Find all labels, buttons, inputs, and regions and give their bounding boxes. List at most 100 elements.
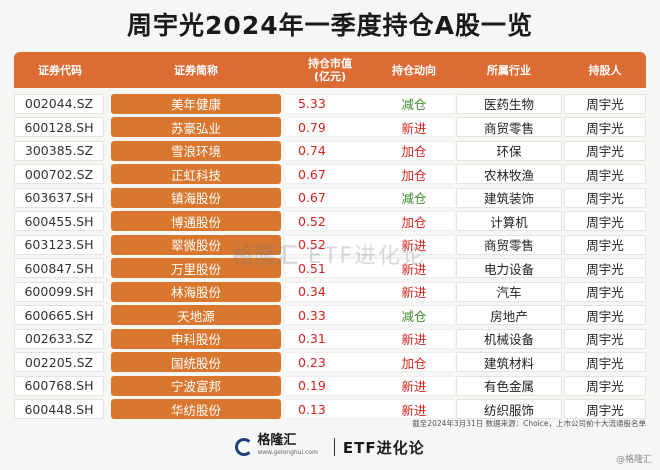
cell-direction: 减仓 [374, 187, 454, 208]
cell-name: 翠微股份 [111, 234, 281, 255]
table-row: 600665.SH 天地源 0.33 减仓 房地产 周宇光 [14, 304, 646, 327]
cell-direction: 加仓 [374, 164, 454, 184]
cell-industry: 医药生物 [456, 93, 562, 114]
cell-code: 002633.SZ [14, 328, 104, 349]
source-note: 截至2024年3月31日 数据来源：Choice，上市公司前十大流通股名单 [412, 419, 646, 428]
header-industry: 所属行业 [487, 63, 531, 77]
footer-brand: ETF进化论 [342, 438, 425, 457]
cell-value: 5.33 [286, 93, 374, 114]
cell-industry: 商贸零售 [456, 234, 562, 255]
header-direction: 持仓动向 [392, 63, 436, 77]
cell-direction: 新进 [374, 375, 454, 396]
table-row: 002205.SZ 国统股份 0.23 加仓 建筑材料 周宇光 [14, 351, 646, 374]
footer-logo-cn: 格隆汇 [257, 433, 297, 448]
header-holder: 持股人 [588, 63, 622, 77]
cell-value: 0.51 [286, 258, 374, 278]
cell-industry: 商贸零售 [456, 117, 562, 137]
cell-code: 600768.SH [14, 375, 104, 396]
table-row: 600455.SH 博通股份 0.52 加仓 计算机 周宇光 [14, 210, 646, 233]
cell-direction: 加仓 [374, 140, 454, 161]
header-value-line2: (亿元) [313, 70, 347, 83]
cell-code: 603123.SH [14, 234, 104, 255]
cell-value: 0.67 [286, 164, 374, 184]
table-row: 300385.SZ 雪浪环境 0.74 加仓 环保 周宇光 [14, 139, 646, 162]
cell-direction: 减仓 [374, 93, 454, 114]
table-header: 证券代码 证券简称 持仓市值 (亿元) 持仓动向 所属行业 持股人 [14, 52, 646, 88]
cell-name: 苏豪弘业 [111, 117, 281, 137]
cell-name: 博通股份 [111, 211, 281, 231]
cell-direction: 新进 [374, 258, 454, 278]
footer: 格隆汇 www.gelonghui.com ETF进化论 [0, 432, 660, 462]
cell-direction: 加仓 [374, 352, 454, 372]
cell-name: 万里股份 [111, 258, 281, 278]
cell-code: 002205.SZ [14, 352, 104, 372]
cell-holder: 周宇光 [564, 164, 646, 184]
cell-industry: 建筑装饰 [456, 187, 562, 208]
page-title: 周宇光2024年一季度持仓A股一览 [127, 11, 533, 40]
cell-holder: 周宇光 [564, 117, 646, 137]
cell-industry: 房地产 [456, 305, 562, 325]
cell-industry: 建筑材料 [456, 352, 562, 372]
cell-value: 0.67 [286, 187, 374, 208]
cell-holder: 周宇光 [564, 258, 646, 278]
cell-name: 正虹科技 [111, 164, 281, 184]
cell-holder: 周宇光 [564, 375, 646, 396]
cell-holder: 周宇光 [564, 328, 646, 349]
cell-code: 600128.SH [14, 117, 104, 137]
table-row: 600128.SH 苏豪弘业 0.79 新进 商贸零售 周宇光 [14, 116, 646, 139]
table-row: 600847.SH 万里股份 0.51 新进 电力设备 周宇光 [14, 257, 646, 280]
cell-value: 0.31 [286, 328, 374, 349]
cell-value: 0.33 [286, 305, 374, 325]
cell-holder: 周宇光 [564, 281, 646, 302]
cell-code: 002044.SZ [14, 93, 104, 114]
cell-value: 0.13 [286, 399, 374, 419]
cell-name: 镇海股份 [111, 187, 281, 208]
holdings-table: 证券代码 证券简称 持仓市值 (亿元) 持仓动向 所属行业 持股人 002044… [14, 52, 646, 421]
cell-name: 国统股份 [111, 352, 281, 372]
cell-industry: 农林牧渔 [456, 164, 562, 184]
cell-value: 0.23 [286, 352, 374, 372]
cell-name: 宁波富邦 [111, 375, 281, 396]
cell-direction: 加仓 [374, 211, 454, 231]
table-row: 600448.SH 华纺股份 0.13 新进 纺织服饰 周宇光 [14, 398, 646, 421]
cell-name: 美年健康 [111, 93, 281, 114]
cell-industry: 机械设备 [456, 328, 562, 349]
cell-code: 300385.SZ [14, 140, 104, 161]
cell-holder: 周宇光 [564, 211, 646, 231]
cell-name: 雪浪环境 [111, 140, 281, 161]
footer-logo-en: www.gelonghui.com [257, 449, 318, 456]
table-row: 600768.SH 宁波富邦 0.19 新进 有色金属 周宇光 [14, 374, 646, 397]
cell-holder: 周宇光 [564, 187, 646, 208]
gelonghui-logo-icon [235, 438, 254, 456]
header-code: 证券代码 [38, 63, 82, 77]
table-row: 002633.SZ 申科股份 0.31 新进 机械设备 周宇光 [14, 327, 646, 350]
table-row: 000702.SZ 正虹科技 0.67 加仓 农林牧渔 周宇光 [14, 163, 646, 186]
table-row: 600099.SH 林海股份 0.34 新进 汽车 周宇光 [14, 280, 646, 303]
table-row: 603123.SH 翠微股份 0.52 新进 商贸零售 周宇光 [14, 233, 646, 256]
footer-divider [333, 438, 335, 456]
header-value: 持仓市值 (亿元) [286, 52, 374, 88]
cell-code: 603637.SH [14, 187, 104, 208]
cell-holder: 周宇光 [564, 305, 646, 325]
cell-industry: 环保 [456, 140, 562, 161]
cell-direction: 新进 [374, 399, 454, 419]
table-body: 002044.SZ 美年健康 5.33 减仓 医药生物 周宇光 600128.SH 苏豪弘业 0… [14, 92, 646, 421]
cell-industry: 电力设备 [456, 258, 562, 278]
table-row: 002044.SZ 美年健康 5.33 减仓 医药生物 周宇光 [14, 92, 646, 115]
cell-value: 0.34 [286, 281, 374, 302]
cell-holder: 周宇光 [564, 352, 646, 372]
cell-name: 华纺股份 [111, 399, 281, 419]
footer-logo: 格隆汇 www.gelonghui.com [257, 433, 318, 459]
cell-code: 600847.SH [14, 258, 104, 278]
cell-direction: 新进 [374, 117, 454, 137]
header-value-line1: 持仓市值 [308, 57, 352, 70]
cell-holder: 周宇光 [564, 234, 646, 255]
cell-name: 林海股份 [111, 281, 281, 302]
cell-direction: 新进 [374, 234, 454, 255]
cell-holder: 周宇光 [564, 140, 646, 161]
cell-value: 0.79 [286, 117, 374, 137]
header-name: 证券简称 [174, 63, 218, 77]
cell-value: 0.74 [286, 140, 374, 161]
cell-code: 600665.SH [14, 305, 104, 325]
cell-name: 申科股份 [111, 328, 281, 349]
